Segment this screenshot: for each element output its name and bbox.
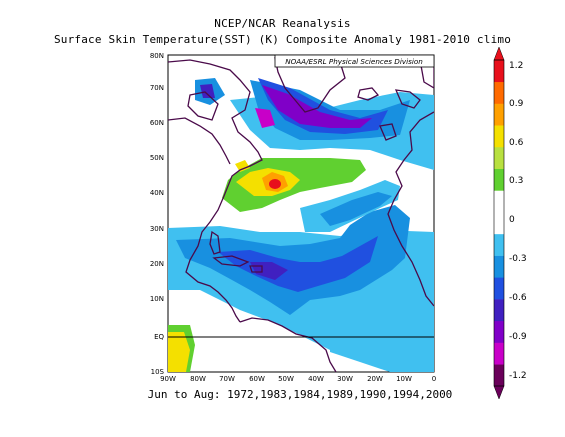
credit-text: NOAA/ESRL Physical Sciences Division — [285, 57, 423, 66]
colorbar-segment — [494, 342, 504, 365]
colorbar-segment — [494, 212, 504, 235]
colorbar-segment — [494, 299, 504, 322]
colorbar-labels: 1.2 0.9 0.6 0.3 0 -0.3 -0.6 -0.9 -1.2 — [509, 61, 527, 381]
lat-tick-60n: 60N — [150, 119, 164, 127]
anomaly-maine-patch — [235, 160, 250, 172]
lat-tick-10n: 10N — [150, 295, 164, 303]
colorbar-segment — [494, 60, 504, 83]
anomaly-north-indigo — [262, 85, 372, 128]
anomaly-yellow-pacific-core — [168, 332, 190, 372]
colorbar-label-neg0.9: -0.9 — [509, 332, 527, 342]
lat-tick-50n: 50N — [150, 154, 164, 162]
colorbar-label-0.3: 0.3 — [509, 176, 523, 186]
anomaly-south-blue — [330, 318, 434, 372]
anomaly-subtropic-band — [320, 192, 392, 226]
lat-tick-eq: EQ — [154, 333, 164, 341]
lon-axis: 90W 80W 70W 60W 50W 40W 30W 20W 10W 0 — [160, 375, 436, 383]
lon-tick-90w: 90W — [160, 375, 176, 383]
colorbar-segment — [494, 364, 504, 387]
colorbar-segment — [494, 277, 504, 300]
lat-tick-10s: 10S — [151, 368, 165, 376]
lon-tick-20w: 20W — [367, 375, 383, 383]
chart-subtitle: Surface Skin Temperature(SST) (K) Compos… — [53, 33, 512, 46]
lon-tick-40w: 40W — [308, 375, 324, 383]
colorbar — [493, 46, 505, 400]
colorbar-segment — [494, 233, 504, 256]
lat-tick-30n: 30N — [150, 225, 164, 233]
lon-tick-60w: 60W — [249, 375, 265, 383]
colorbar-label-0.9: 0.9 — [509, 99, 524, 109]
coastlines — [168, 57, 434, 372]
colorbar-frame — [493, 59, 505, 387]
colorbar-segment — [494, 255, 504, 278]
composite-years: Jun to Aug: 1972,1983,1984,1989,1990,199… — [147, 388, 453, 401]
lat-tick-70n: 70N — [150, 84, 164, 92]
colorbar-segment — [494, 146, 504, 169]
colorbar-label-0.6: 0.6 — [509, 138, 524, 148]
anomaly-blue-tropics — [176, 205, 410, 315]
colorbar-label-1.2: 1.2 — [509, 61, 523, 71]
colorbar-segment — [494, 125, 504, 148]
lon-tick-80w: 80W — [190, 375, 206, 383]
anomaly-deep-blue-tropics — [218, 236, 378, 292]
anomaly-north-purple-core — [255, 108, 275, 128]
colorbar-label-neg0.6: -0.6 — [509, 293, 527, 303]
anomaly-field — [168, 57, 434, 372]
anomaly-north-west-core — [200, 84, 215, 98]
colorbar-top-arrow — [493, 46, 505, 61]
colorbar-label-neg1.2: -1.2 — [509, 371, 527, 381]
colorbar-segment — [494, 320, 504, 343]
colorbar-label-0: 0 — [509, 215, 515, 225]
lon-tick-50w: 50W — [278, 375, 294, 383]
colorbar-segment — [494, 103, 504, 126]
chart-title: NCEP/NCAR Reanalysis — [214, 17, 351, 30]
lat-tick-40n: 40N — [150, 189, 164, 197]
lon-tick-70w: 70W — [219, 375, 235, 383]
lat-tick-20n: 20N — [150, 260, 164, 268]
lon-tick-0: 0 — [432, 375, 436, 383]
lon-tick-10w: 10W — [396, 375, 412, 383]
lat-axis: 80N 70N 60N 50N 40N 30N 20N 10N EQ 10S — [150, 52, 165, 376]
colorbar-segment — [494, 168, 504, 191]
lon-tick-30w: 30W — [337, 375, 353, 383]
credit-box — [274, 54, 435, 68]
colorbar-segment — [494, 81, 504, 104]
lat-tick-80n: 80N — [150, 52, 164, 60]
colorbar-label-neg0.3: -0.3 — [509, 254, 527, 264]
colorbar-segment — [494, 190, 504, 213]
anomaly-red-core — [269, 179, 281, 189]
